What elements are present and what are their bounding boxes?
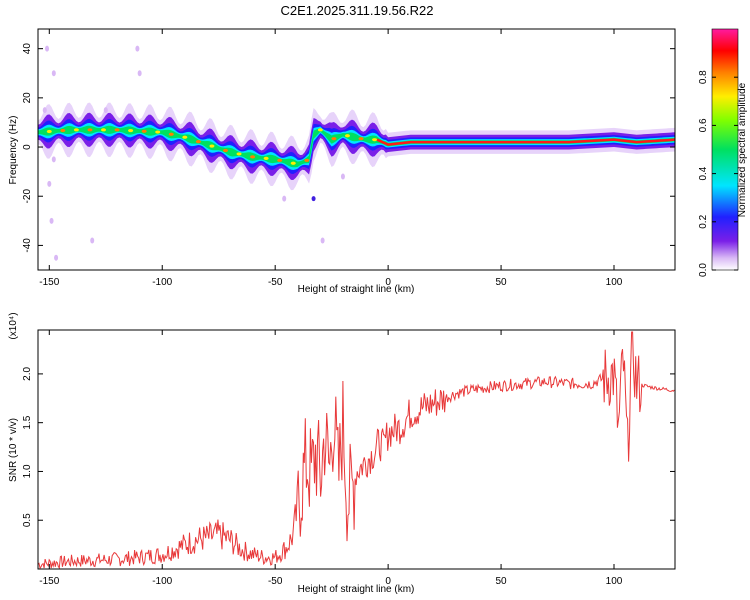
spectrogram-x-tick-label: 100 (606, 277, 623, 288)
heatmap-peak-spot (114, 128, 120, 132)
colorbar-tick-label: 0.4 (698, 166, 709, 180)
heatmap-peak-spot (182, 135, 188, 139)
snr-y-tick-label: 2.0 (22, 367, 33, 381)
colorbar-ticks: 0.0 0.2 0.4 0.6 0.8 (698, 70, 738, 277)
snr-x-tick-label: -100 (152, 576, 172, 587)
heatmap-scatter-patch (282, 195, 287, 202)
spectrogram-y-tick-label: 40 (22, 43, 33, 55)
heatmap-scatter-patch (320, 237, 325, 244)
heatmap-peak-spot (344, 134, 350, 138)
heatmap-peak-spot (60, 128, 66, 133)
snr-y-multiplier: (x10⁴) (8, 312, 19, 339)
colorbar-tick-label: 0.8 (698, 70, 709, 84)
heatmap-peak-spot (304, 158, 310, 162)
heatmap-peak-spot (263, 156, 269, 160)
heatmap-scatter-patch (42, 107, 47, 114)
heatmap-peak-spot (87, 128, 93, 132)
snr-y-tick-label: 1.0 (22, 464, 33, 478)
spectrogram-heatmap (38, 45, 676, 261)
heatmap-scatter-patch (54, 254, 59, 261)
spectrogram-x-tick-label: -150 (39, 277, 59, 288)
heatmap-peak-spot (168, 132, 174, 136)
snr-plot-area (38, 330, 675, 569)
snr-y-label: SNR (10 * v/v) (8, 418, 19, 482)
snr-x-tick-label: 50 (496, 576, 508, 587)
heatmap-peak-spot (101, 128, 107, 132)
heatmap-scatter-patch (311, 196, 316, 202)
colorbar-tick-label: 0.6 (698, 118, 709, 132)
heatmap-peak-spot (290, 161, 296, 165)
snr-x-tick-label: 0 (385, 576, 391, 587)
heatmap-scatter-patch (90, 237, 95, 244)
spectrogram-x-tick-label: -100 (152, 277, 172, 288)
spectrogram-y-tick-label: 0 (22, 144, 33, 150)
snr-y-tick-label: 1.5 (22, 415, 33, 429)
heatmap-scatter-patch (103, 107, 108, 114)
heatmap-band-layer-2 (38, 118, 675, 174)
spectrogram-x-label: Height of straight line (km) (298, 284, 415, 295)
colorbar-tick-label: 0.0 (698, 263, 709, 277)
spectrogram-frame (37, 28, 676, 271)
snr-x-ticks: -150 -100 -50 0 50 100 (39, 330, 623, 587)
heatmap-scatter-patch (47, 180, 52, 187)
heatmap-scatter-patch (51, 70, 56, 77)
heatmap-core-line (376, 138, 676, 146)
heatmap-peak-spot (277, 158, 283, 162)
snr-y-ticks: 0.5 1.0 1.5 2.0 (22, 367, 675, 527)
snr-series-line (37, 331, 675, 570)
heatmap-peak-spot (141, 129, 147, 133)
heatmap-scatter-patch (135, 45, 140, 52)
heatmap-peak-spot (372, 138, 378, 142)
heatmap-peak-spot (358, 137, 364, 141)
heatmap-peak-spot (222, 148, 228, 153)
colorbar-tick-label: 0.2 (698, 214, 709, 228)
colorbar: 0.0 0.2 0.4 0.6 0.8 Normalized spectral ampl… (698, 28, 748, 277)
snr-panel: -150 -100 -50 0 50 100 0.5 1.0 1.5 2.0 Height of… (8, 312, 676, 595)
snr-x-tick-label: -50 (268, 576, 283, 587)
spectrogram-x-ticks: -150 -100 -50 0 50 100 (39, 29, 623, 288)
heatmap-peak-spot (155, 130, 161, 134)
heatmap-scatter-patch (340, 173, 345, 180)
spectrogram-x-tick-label: 0 (385, 277, 391, 288)
figure-title: C2E1.2025.311.19.56.R22 (281, 3, 434, 18)
heatmap-peak-spot (209, 144, 215, 148)
spectrogram-x-tick-label: -50 (268, 277, 283, 288)
heatmap-scatter-patch (137, 70, 142, 77)
snr-x-label: Height of straight line (km) (298, 584, 415, 595)
heatmap-peak-spot (195, 140, 201, 144)
snr-frame (37, 329, 676, 570)
spectrogram-y-tick-label: -20 (22, 189, 33, 204)
heatmap-peak-spot (331, 137, 337, 141)
heatmap-peak-spot (73, 128, 79, 132)
spectrogram-y-tick-label: -40 (22, 238, 33, 253)
spectrogram-panel: -150 -100 -50 0 50 100 -40 -20 0 20 40 Height of … (8, 28, 676, 295)
heatmap-peak-spot (128, 128, 134, 133)
heatmap-scatter-patch (51, 156, 56, 163)
snr-x-tick-label: -150 (39, 576, 59, 587)
heatmap-peak-spot (317, 128, 323, 132)
colorbar-label: Normalized spectral amplitude (737, 82, 748, 217)
heatmap-peak-spot (236, 152, 242, 156)
spectrogram-x-tick-label: 50 (496, 277, 508, 288)
heatmap-scatter-patch (45, 45, 50, 52)
heatmap-peak-spot (250, 155, 256, 159)
spectrogram-y-label: Frequency (Hz) (8, 116, 19, 185)
heatmap-peak-spot (46, 129, 52, 134)
spectrogram-y-tick-label: 20 (22, 92, 33, 104)
snr-y-tick-label: 0.5 (22, 513, 33, 527)
spectrogram-y-ticks: -40 -20 0 20 40 (22, 43, 675, 253)
heatmap-scatter-patch (49, 217, 54, 224)
colorbar-gradient (711, 28, 739, 271)
snr-x-tick-label: 100 (606, 576, 623, 587)
